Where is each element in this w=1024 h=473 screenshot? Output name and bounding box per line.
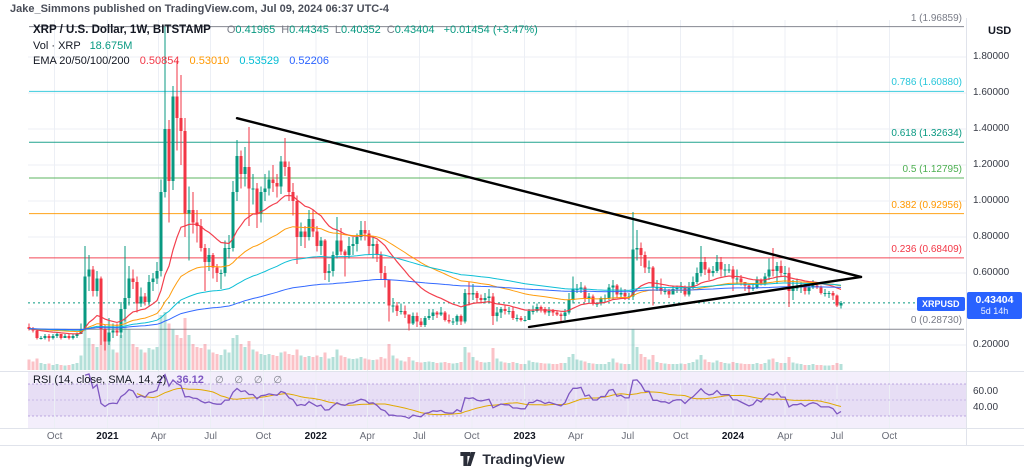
- time-tick-label: Oct: [46, 431, 63, 442]
- rsi-tick-label: 60.00: [973, 386, 999, 397]
- price-tick-label: 1.60000: [973, 87, 1010, 98]
- footer-bar: TradingView: [0, 446, 1024, 473]
- fib-level-label: 0.618 (1.32634): [891, 128, 962, 140]
- time-tick-label: Apr: [150, 431, 167, 442]
- high-value: 0.44345: [289, 24, 329, 36]
- volume-legend-row: Vol · XRP 18.675M: [33, 40, 132, 52]
- price-tick-label: 1.80000: [973, 51, 1010, 62]
- time-tick-label: Apr: [568, 431, 584, 442]
- fib-level-label: 0.786 (1.60880): [891, 77, 962, 89]
- low-value: 0.40352: [341, 24, 381, 36]
- time-tick-label: 2022: [304, 431, 327, 442]
- time-tick-label: Oct: [672, 431, 689, 442]
- ema200-value: 0.52206: [289, 55, 329, 67]
- fib-level-label: 1 (1.96859): [910, 12, 962, 24]
- tradingview-logo-icon: [460, 452, 476, 466]
- rsi-hidden-values: ∅ ∅ ∅ ∅: [214, 375, 287, 386]
- price-tick-label: 1.40000: [973, 123, 1010, 134]
- open-value: 0.41965: [235, 24, 276, 36]
- time-tick-label: Jul: [412, 431, 426, 442]
- tradingview-logo-text: TradingView: [482, 451, 565, 467]
- time-tick-label: 2021: [96, 431, 119, 442]
- time-axis[interactable]: Oct 2021 Apr Jul Oct 2022 Apr Jul Oct 2023 Apr Jul O…: [0, 429, 1024, 446]
- last-price-value: 0.43404: [975, 293, 1014, 306]
- change-value: +0.01454 (+3.47%): [443, 24, 538, 36]
- price-tick-label: 0.60000: [973, 267, 1010, 278]
- low-label: L: [334, 24, 342, 36]
- time-tick-label: Oct: [881, 431, 898, 442]
- symbol-title: XRP / U.S. Dollar, 1W, BITSTAMP: [33, 24, 211, 36]
- fib-level-label: 0.5 (1.12795): [902, 163, 963, 175]
- price-axis[interactable]: 1.80000 1.60000 1.40000 1.20000 1.00000 0.800…: [966, 0, 1024, 446]
- volume-value: 18.675M: [89, 40, 133, 52]
- time-tick-label: Jul: [204, 431, 217, 442]
- fib-level-label: 0 (0.28730): [910, 315, 962, 327]
- tradingview-logo[interactable]: TradingView: [459, 451, 565, 467]
- currency-label: USD: [988, 25, 1012, 37]
- price-chart-canvas[interactable]: [0, 0, 1024, 446]
- ema50-value: 0.53010: [189, 55, 230, 67]
- attribution-text: Jake_Simmons published on TradingView.co…: [10, 3, 390, 15]
- bar-countdown: 5d 14h: [980, 305, 1009, 316]
- high-label: H: [281, 24, 290, 36]
- time-tick-label: Jul: [621, 431, 635, 442]
- rsi-value: 36.12: [176, 374, 204, 386]
- symbol-legend-row: XRP / U.S. Dollar, 1W, BITSTAMP O0.41965 H…: [33, 24, 538, 36]
- time-tick-label: Apr: [777, 431, 793, 442]
- symbol-price-tag: XRPUSD: [917, 296, 965, 311]
- fib-level-label: 0.382 (0.92956): [891, 199, 962, 211]
- time-tick-label: 2024: [721, 431, 745, 442]
- fib-level-label: 0.236 (0.68409): [891, 243, 962, 255]
- volume-label: Vol · XRP: [33, 40, 81, 52]
- ema100-value: 0.53529: [239, 55, 280, 67]
- ema20-value: 0.50854: [139, 55, 180, 67]
- open-label: O: [226, 24, 236, 36]
- price-tick-label: 1.00000: [973, 195, 1010, 206]
- price-tick-label: 0.80000: [973, 231, 1010, 242]
- rsi-label: RSI (14, close, SMA, 14, 2): [33, 374, 167, 386]
- time-tick-label: 2023: [513, 431, 536, 442]
- time-tick-label: Oct: [255, 431, 272, 442]
- last-price-badge: 0.43404 5d 14h: [967, 291, 1022, 319]
- time-tick-label: Oct: [464, 431, 480, 442]
- time-tick-label: Apr: [359, 431, 376, 442]
- price-tick-label: 1.20000: [973, 159, 1010, 170]
- ema-legend-row: EMA 20/50/100/200 0.50854 0.53010 0.5352…: [33, 55, 329, 67]
- rsi-legend-row: RSI (14, close, SMA, 14, 2) 36.12 ∅ ∅ ∅ …: [33, 374, 286, 386]
- close-value: 0.43404: [394, 24, 435, 36]
- rsi-tick-label: 40.00: [973, 402, 999, 413]
- time-tick-label: Jul: [830, 431, 844, 442]
- close-label: C: [386, 24, 395, 36]
- price-tick-label: 0.20000: [973, 339, 1010, 350]
- ema-label: EMA 20/50/100/200: [33, 55, 130, 67]
